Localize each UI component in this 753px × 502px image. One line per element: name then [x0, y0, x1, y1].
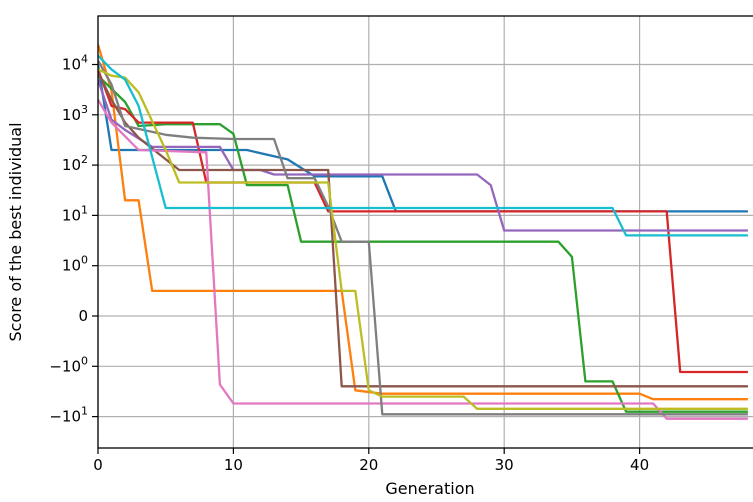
- series-line-6: [98, 71, 748, 388]
- x-tick-label: 30: [495, 456, 514, 474]
- x-tick-label: 20: [359, 456, 378, 474]
- x-axis-label: Generation: [385, 479, 474, 498]
- series-line-10: [98, 54, 748, 237]
- y-tick-label: 100: [62, 254, 88, 275]
- x-tick-label: 10: [224, 456, 243, 474]
- series-line-2: [98, 44, 748, 401]
- series-line-8: [98, 59, 748, 416]
- axis-ticks: 0 10 20 30 40 104 103 102 101 100 0 −100 −101: [49, 53, 649, 475]
- grid-lines: [97, 16, 753, 448]
- y-tick-label: 102: [62, 153, 88, 174]
- y-tick-label: 0: [78, 307, 88, 325]
- series-line-9: [98, 68, 748, 410]
- y-tick-label: −101: [49, 405, 88, 426]
- x-tick-label: 40: [630, 456, 649, 474]
- y-tick-label: −100: [49, 354, 88, 375]
- series-line-3: [98, 74, 748, 413]
- y-tick-label: 104: [62, 53, 88, 74]
- y-tick-label: 101: [62, 203, 88, 224]
- y-tick-label: 103: [62, 103, 88, 124]
- series-line-1: [98, 64, 748, 213]
- x-tick-label: 0: [93, 456, 103, 474]
- y-axis-label: Score of the best individual: [6, 122, 25, 341]
- series-lines: [98, 44, 748, 420]
- plot-frame: [97, 15, 753, 449]
